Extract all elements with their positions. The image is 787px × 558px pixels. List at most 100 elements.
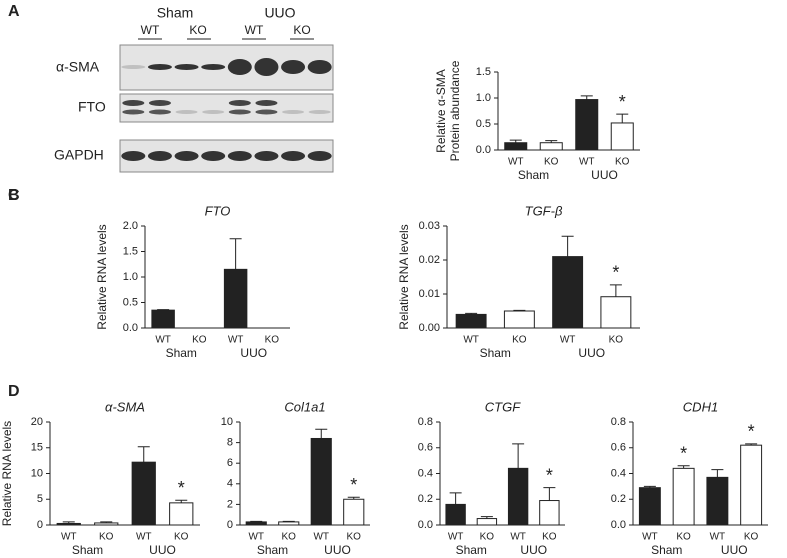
x-tick-label: WT [448, 532, 464, 543]
band [122, 109, 145, 115]
panel-letter: C [8, 187, 20, 204]
annotation: * [350, 475, 357, 495]
x-tick-label: KO [192, 335, 207, 346]
group-label: Sham [456, 543, 487, 557]
y-tick-label: 1.0 [476, 92, 491, 104]
error-bar [229, 238, 242, 270]
y-tick-label: 0.03 [419, 220, 440, 232]
y-tick-label: 0.5 [123, 296, 138, 308]
row-label: GAPDH [54, 147, 104, 163]
group-label: UUO [264, 5, 295, 21]
bar [278, 521, 300, 526]
bar [638, 487, 661, 526]
y-tick-label: 0 [37, 519, 43, 531]
group-label: UUO [520, 543, 547, 557]
y-tick-label: 0.00 [419, 322, 440, 334]
chart-title: CTGF [485, 399, 521, 414]
bar [552, 256, 584, 329]
error-bar [449, 492, 462, 505]
y-tick-label: 0.01 [419, 288, 440, 300]
group-label: Sham [72, 543, 103, 557]
y-tick-label: 0.5 [476, 118, 491, 130]
error-bar [250, 520, 263, 522]
y-tick-label: 0.0 [123, 322, 138, 334]
error-bar [616, 113, 629, 123]
error-bar [282, 520, 295, 522]
band [254, 151, 279, 161]
error-bar [512, 443, 525, 469]
panel-letter: D [8, 383, 20, 400]
x-tick-label: WT [228, 335, 244, 346]
annotation: * [546, 465, 553, 485]
y-tick-label: 0.2 [611, 493, 626, 505]
group-label: UUO [591, 168, 618, 182]
row-label: FTO [78, 99, 106, 115]
y-tick-label: 1.5 [476, 66, 491, 78]
band [122, 100, 145, 106]
bar [455, 313, 487, 329]
group-label: UUO [324, 543, 351, 557]
chart-title: FTO [205, 203, 231, 218]
band [228, 100, 251, 106]
bar [672, 467, 695, 526]
x-tick-label: KO [282, 532, 297, 543]
bar [539, 500, 560, 526]
band [227, 151, 252, 161]
bar [151, 309, 175, 329]
bar [539, 142, 563, 151]
band [255, 100, 278, 106]
error-bar [62, 521, 75, 524]
chart-title: Col1a1 [284, 399, 325, 414]
error-bar [100, 521, 113, 523]
x-tick-label: KO [744, 532, 759, 543]
error-bar [315, 428, 328, 439]
y-tick-label: 0.8 [611, 416, 626, 428]
group-label: Sham [257, 543, 288, 557]
x-tick-label: WT [508, 157, 524, 168]
bar [445, 503, 466, 526]
annotation: * [612, 263, 619, 283]
x-tick-label: KO [174, 532, 189, 543]
group-label: UUO [149, 543, 176, 557]
band [228, 109, 251, 115]
group-label: UUO [240, 346, 267, 360]
group-label: Sham [166, 346, 197, 360]
error-bar [480, 516, 493, 519]
error-bar [513, 309, 526, 311]
y-tick-label: 0.6 [418, 442, 433, 454]
lane-label: KO [189, 23, 206, 37]
error-bar [543, 487, 556, 501]
band [227, 59, 252, 75]
x-tick-label: WT [313, 532, 329, 543]
lane-label: WT [141, 23, 160, 37]
x-tick-label: KO [544, 157, 559, 168]
x-tick-label: KO [99, 532, 114, 543]
error-bar [465, 312, 478, 315]
panel-letter: A [8, 3, 20, 20]
group-label: Sham [157, 5, 194, 21]
y-axis-label: Relative RNA levels [0, 421, 14, 526]
band [174, 64, 199, 70]
chart-title: CDH1 [683, 399, 718, 414]
y-tick-label: 0.6 [611, 442, 626, 454]
bar [575, 99, 599, 151]
x-tick-label: WT [136, 532, 152, 543]
bar [245, 521, 267, 526]
y-tick-label: 2 [227, 498, 233, 510]
bar [706, 476, 729, 526]
bar [610, 122, 634, 151]
annotation: * [178, 478, 185, 498]
bar [476, 518, 498, 526]
error-bar [609, 284, 622, 297]
x-tick-label: WT [642, 532, 658, 543]
bar [223, 268, 248, 329]
band [121, 151, 146, 161]
y-tick-label: 0.0 [476, 144, 491, 156]
bar [169, 502, 194, 526]
y-tick-label: 0.4 [418, 467, 433, 479]
y-axis-label: Relative RNA levels [95, 224, 109, 329]
blot: A Sham UUO WT KO WT KO α-SMA FTO GAPDH [8, 3, 311, 162]
y-tick-label: 4 [227, 478, 233, 490]
bar [310, 437, 332, 526]
